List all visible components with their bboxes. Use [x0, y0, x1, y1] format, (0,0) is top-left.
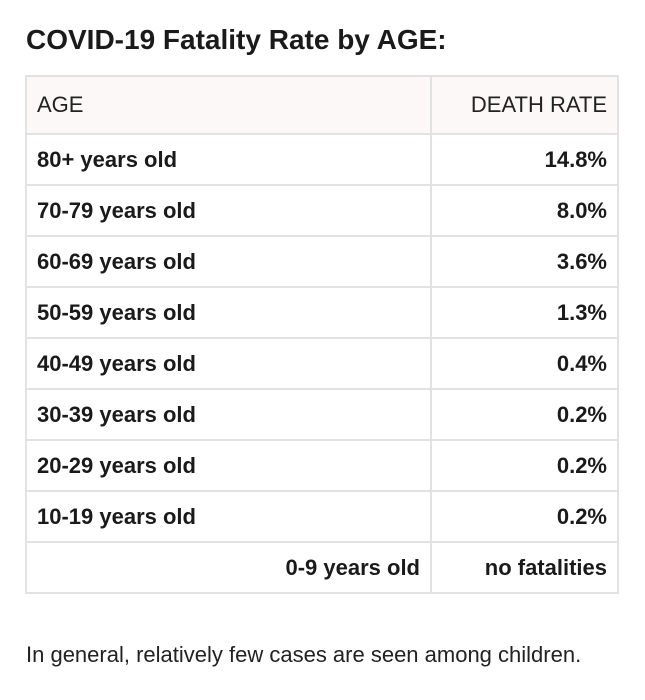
death-rate-cell: 8.0% — [430, 184, 619, 237]
age-cell: 40-49 years old — [25, 337, 432, 390]
death-rate-cell: no fatalities — [430, 541, 619, 594]
table-row: 20-29 years old 0.2% — [25, 439, 619, 492]
age-column-header: AGE — [25, 75, 432, 135]
table-body: 80+ years old 14.8% 70-79 years old 8.0%… — [25, 133, 619, 594]
table-row: 80+ years old 14.8% — [25, 133, 619, 186]
table-header: AGE DEATH RATE — [25, 75, 619, 135]
death-rate-cell: 0.2% — [430, 388, 619, 441]
fatality-rate-table: AGE DEATH RATE 80+ years old 14.8% 70-79… — [25, 75, 619, 594]
death-rate-cell: 0.4% — [430, 337, 619, 390]
death-rate-cell: 0.2% — [430, 490, 619, 543]
age-cell: 0-9 years old — [25, 541, 432, 594]
footnote-text: In general, relatively few cases are see… — [26, 642, 582, 667]
table-row: 70-79 years old 8.0% — [25, 184, 619, 237]
header-row: AGE DEATH RATE — [25, 75, 619, 135]
age-cell: 30-39 years old — [25, 388, 432, 441]
death-rate-cell: 14.8% — [430, 133, 619, 186]
table-row: 40-49 years old 0.4% — [25, 337, 619, 390]
death-rate-cell: 1.3% — [430, 286, 619, 339]
death-rate-cell: 0.2% — [430, 439, 619, 492]
table-row: 60-69 years old 3.6% — [25, 235, 619, 288]
page-title: COVID-19 Fatality Rate by AGE: — [26, 24, 447, 55]
death-rate-column-header: DEATH RATE — [430, 75, 619, 135]
age-cell: 20-29 years old — [25, 439, 432, 492]
table-row: 10-19 years old 0.2% — [25, 490, 619, 543]
age-cell: 80+ years old — [25, 133, 432, 186]
table-row: 30-39 years old 0.2% — [25, 388, 619, 441]
age-cell: 70-79 years old — [25, 184, 432, 237]
table-row: 0-9 years old no fatalities — [25, 541, 619, 594]
age-cell: 60-69 years old — [25, 235, 432, 288]
table-row: 50-59 years old 1.3% — [25, 286, 619, 339]
age-cell: 50-59 years old — [25, 286, 432, 339]
death-rate-cell: 3.6% — [430, 235, 619, 288]
age-cell: 10-19 years old — [25, 490, 432, 543]
